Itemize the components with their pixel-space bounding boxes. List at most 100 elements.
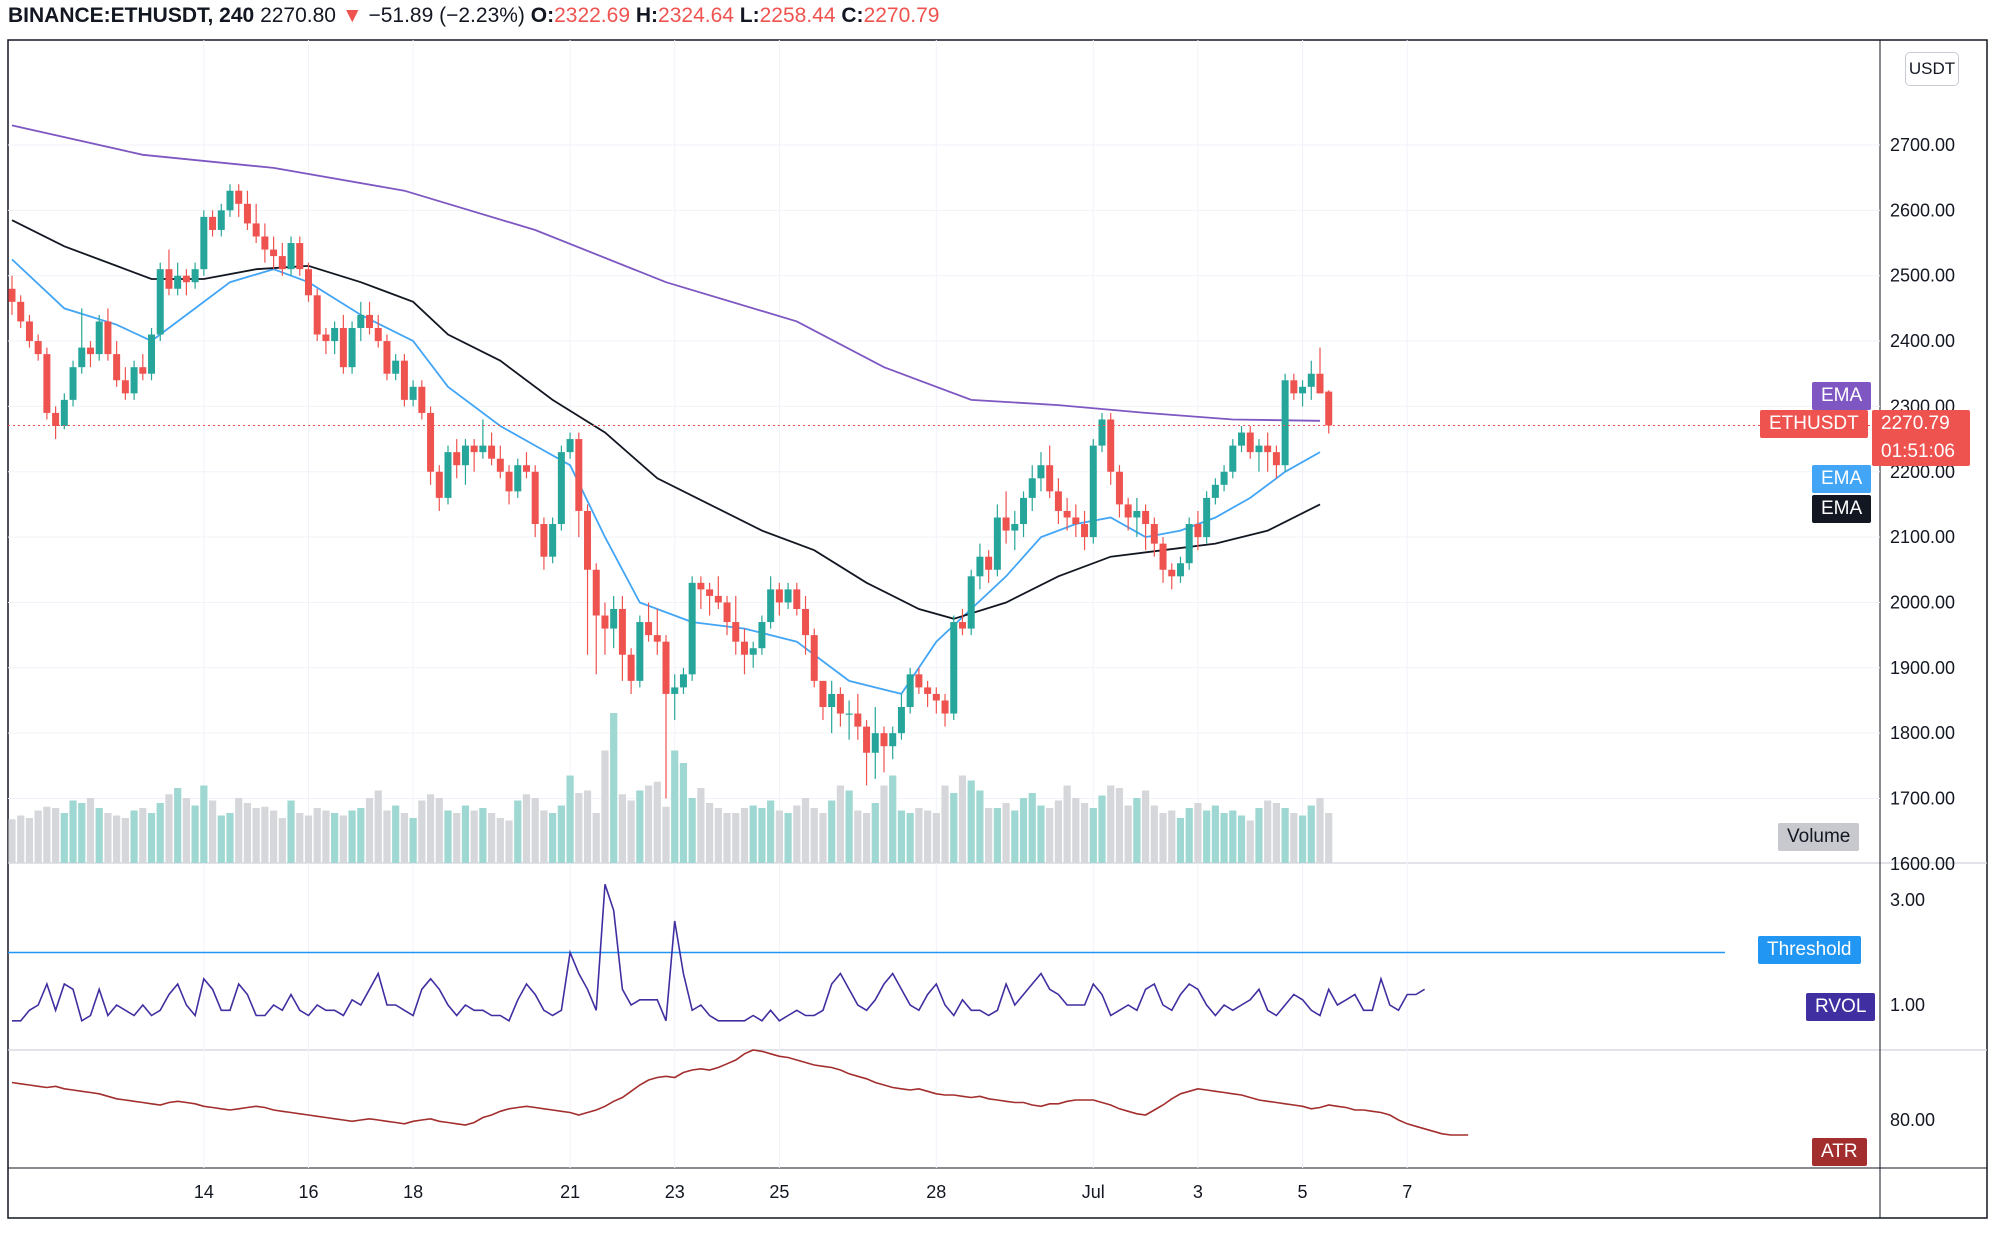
candle [662, 635, 670, 799]
candle [740, 628, 748, 675]
volume-bar [1211, 805, 1219, 863]
rvol-label: RVOL [1806, 993, 1876, 1021]
candle-body [819, 680, 827, 708]
candle-body [740, 641, 748, 655]
candle [575, 432, 583, 538]
symbol-title[interactable]: BINANCE:ETHUSDT, 240 [8, 4, 255, 27]
candle [1002, 491, 1010, 544]
candle-body [1107, 419, 1115, 472]
candle [1185, 517, 1193, 570]
candle-body [863, 726, 871, 753]
candle [400, 354, 408, 407]
candle [52, 406, 60, 440]
volume-bar [1307, 805, 1315, 863]
candle-body [1133, 510, 1141, 518]
candle-body [78, 347, 86, 368]
volume-bar [1037, 805, 1045, 863]
candle-body [793, 589, 801, 609]
candle-body [113, 354, 121, 381]
close-label: C: [841, 4, 864, 27]
volume-bar [25, 818, 34, 863]
candle-body [86, 347, 94, 355]
volume-bar [496, 818, 504, 863]
candle-body [182, 275, 190, 283]
volume-bar [505, 820, 513, 863]
candle-body [575, 439, 583, 511]
volume-bar [592, 813, 600, 863]
candle [479, 419, 487, 459]
currency-unit-button[interactable]: USDT [1905, 52, 1959, 86]
volume-bar [854, 810, 862, 863]
candle [209, 210, 217, 237]
candle [488, 432, 496, 466]
volume-bar [583, 790, 592, 863]
candle [366, 301, 374, 335]
close-value: 2270.79 [863, 4, 940, 27]
volume-bar [1246, 820, 1254, 863]
candle-body [304, 269, 312, 296]
volume-bar [1159, 813, 1167, 863]
volume-bar [662, 806, 670, 863]
candle [531, 465, 539, 538]
candle-body [584, 510, 592, 570]
volume-bar [671, 750, 679, 863]
chart-frame [7, 39, 1988, 1219]
time-tick-label: Jul [1082, 1182, 1105, 1202]
candle-body [217, 210, 225, 230]
candle-body [1063, 510, 1071, 518]
rvol-tick-label: 3.00 [1890, 890, 1925, 910]
candle [1081, 510, 1089, 551]
candle [104, 308, 112, 361]
candle-body [261, 236, 269, 250]
volume-bar [287, 800, 295, 863]
candle-body [1168, 569, 1176, 577]
low-value: 2258.44 [759, 4, 836, 27]
candle [1150, 517, 1158, 557]
volume-bar [775, 810, 783, 863]
volume-bar [810, 808, 818, 863]
candle-body [1281, 380, 1289, 466]
price-tick-label: 2100.00 [1890, 527, 1955, 547]
volume-bar [1316, 798, 1324, 863]
candle-body [1037, 465, 1045, 479]
price-tick-label: 1900.00 [1890, 658, 1955, 678]
volume-bar [1150, 805, 1158, 863]
candle-body [453, 452, 461, 466]
candle-body [461, 445, 469, 466]
candle [584, 504, 592, 655]
candle [854, 693, 862, 740]
price-tag-value: 2270.79 [1872, 410, 1970, 438]
price-tick-label: 2600.00 [1890, 200, 1955, 220]
candle [557, 445, 565, 531]
candle [906, 667, 914, 714]
candle [915, 667, 923, 694]
candle [1307, 360, 1315, 400]
candle [331, 321, 339, 355]
candle [191, 262, 199, 289]
candle-body [1072, 517, 1080, 525]
candle-body [1325, 391, 1333, 426]
candle-body [348, 327, 356, 368]
ema-fast-label: EMA [1812, 465, 1872, 493]
candle [313, 288, 321, 342]
volume-bar [1133, 798, 1141, 863]
volume-bar [793, 805, 801, 863]
volume-bar [130, 810, 138, 863]
volume-bar [941, 785, 949, 863]
price-tag-symbol: ETHUSDT [1760, 410, 1868, 438]
volume-bar [1229, 810, 1237, 863]
volume-bar [1115, 788, 1124, 863]
candle-body [496, 458, 504, 472]
volume-bar [322, 810, 330, 863]
candle-body [828, 693, 836, 708]
candle-body [915, 674, 923, 688]
candle-body [1054, 491, 1062, 511]
volume-bar [1255, 808, 1263, 863]
volume-bar [740, 808, 749, 863]
volume-bar [270, 810, 278, 863]
candle-body [1150, 524, 1158, 544]
candle [1020, 491, 1028, 538]
high-label: H: [635, 4, 659, 27]
time-tick-label: 5 [1298, 1182, 1308, 1202]
